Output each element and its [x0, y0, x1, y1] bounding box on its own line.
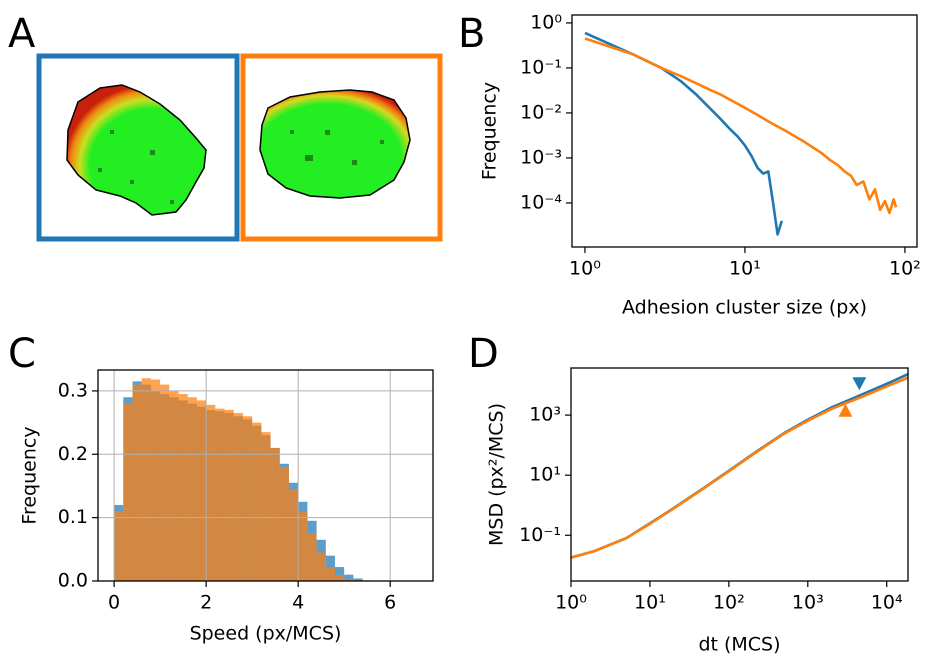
- bar: [206, 404, 216, 581]
- x-tick-label: 10¹: [634, 592, 666, 614]
- bar: [261, 432, 271, 581]
- bar: [288, 489, 299, 581]
- plot: [114, 378, 372, 581]
- y-tick-label: 10⁻⁴: [520, 191, 562, 213]
- x-tick-label: 10²: [889, 258, 921, 280]
- bar: [150, 379, 161, 581]
- bar: [169, 390, 179, 581]
- x-tick-label: 10²: [713, 592, 745, 614]
- x-tick-label: 2: [200, 592, 212, 614]
- x-tick-label: 10⁰: [569, 258, 601, 280]
- bar: [252, 422, 262, 581]
- y-axis-label: Frequency: [479, 82, 501, 180]
- x-tick-label: 6: [384, 592, 396, 614]
- line: [584, 31, 784, 236]
- y-tick-label: 10⁻¹: [520, 56, 562, 78]
- cell: [66, 84, 207, 216]
- x-axis-label: dt (MCS): [698, 634, 780, 656]
- y-tick-label: 10⁰: [530, 11, 562, 33]
- y-axis-label: Frequency: [19, 426, 41, 524]
- bar: [242, 416, 253, 581]
- cell: [259, 89, 411, 199]
- plot: [584, 31, 898, 236]
- bar: [224, 409, 234, 581]
- bar: [316, 552, 326, 581]
- bar: [307, 533, 317, 581]
- line: [584, 37, 898, 215]
- marker: [838, 403, 853, 417]
- y-tick-label: 0.3: [58, 379, 88, 401]
- x-tick-label: 10⁴: [871, 592, 903, 614]
- bar: [325, 567, 335, 581]
- y-tick-label: 10⁻¹: [519, 524, 561, 546]
- bar: [344, 574, 354, 581]
- bar: [353, 578, 363, 581]
- bar: [132, 384, 142, 581]
- x-tick-label: 10⁰: [555, 592, 587, 614]
- plot: [571, 372, 908, 559]
- y-tick-label: 0.1: [58, 506, 88, 528]
- bar: [279, 466, 289, 581]
- x-tick-label: 10³: [792, 592, 824, 614]
- bar: [196, 400, 207, 581]
- panel-label: D: [468, 331, 499, 377]
- marker: [852, 377, 867, 391]
- x-tick-label: 10¹: [729, 258, 761, 280]
- y-axis-label: MSD (px²/MCS): [486, 403, 508, 546]
- panel-label: A: [8, 11, 36, 57]
- axes-frame: [97, 369, 434, 582]
- bar: [141, 378, 151, 581]
- y-tick-label: 0.2: [58, 443, 88, 465]
- line: [571, 376, 908, 559]
- bar: [187, 397, 197, 581]
- bar: [160, 384, 170, 581]
- x-tick-label: 0: [108, 592, 120, 614]
- bar: [178, 394, 188, 581]
- line: [571, 372, 908, 559]
- bar: [215, 408, 225, 581]
- cell-spots: [98, 130, 384, 204]
- bar: [114, 511, 124, 581]
- y-tick-label: 10⁻²: [520, 101, 562, 123]
- axes-frame: [571, 14, 918, 248]
- y-tick-label: 0.0: [58, 570, 88, 592]
- y-tick-label: 10⁻³: [520, 146, 562, 168]
- x-axis-label: Speed (px/MCS): [190, 623, 342, 645]
- y-tick-label: 10¹: [529, 464, 561, 486]
- bar: [298, 511, 308, 581]
- x-tick-label: 4: [292, 592, 304, 614]
- bar: [334, 575, 345, 581]
- cell-images: [36, 53, 443, 242]
- axes-frame: [570, 367, 909, 582]
- bar: [270, 447, 280, 581]
- bar: [344, 579, 354, 581]
- bar: [334, 567, 345, 581]
- bar: [123, 403, 133, 581]
- y-tick-label: 10³: [529, 404, 561, 426]
- x-axis-label: Adhesion cluster size (px): [622, 297, 867, 319]
- bar: [233, 413, 243, 581]
- panel-label: B: [458, 11, 485, 57]
- panel-label: C: [8, 331, 36, 377]
